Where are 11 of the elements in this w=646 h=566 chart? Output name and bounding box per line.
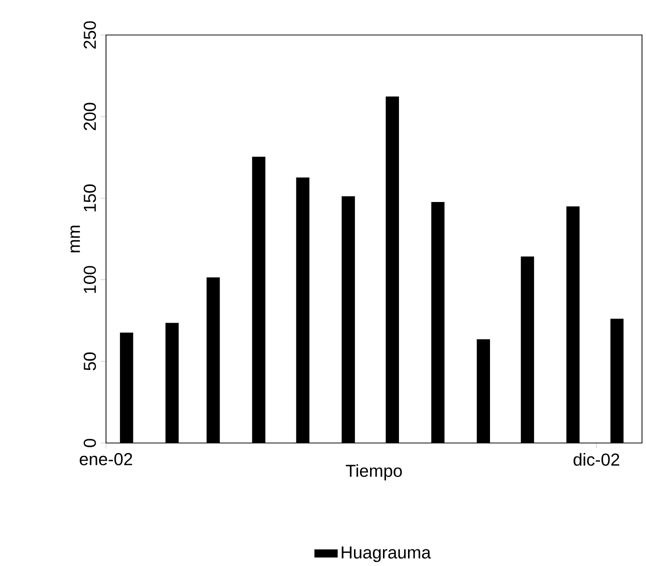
y-tick-label: 200 — [84, 102, 96, 130]
y-tick-label: 50 — [84, 352, 96, 370]
x-axis-title: Tiempo — [346, 464, 402, 480]
y-tick-label: 250 — [84, 21, 96, 49]
x-tick-label: ene-02 — [80, 453, 132, 466]
y-tick-label: 100 — [84, 266, 96, 293]
y-tick-label: 0 — [84, 438, 96, 448]
y-axis-title: mm — [70, 226, 80, 252]
legend-label: Huagrauma — [342, 546, 431, 562]
y-tick-label: 150 — [84, 184, 96, 212]
x-tick-label: dic-02 — [574, 453, 620, 466]
